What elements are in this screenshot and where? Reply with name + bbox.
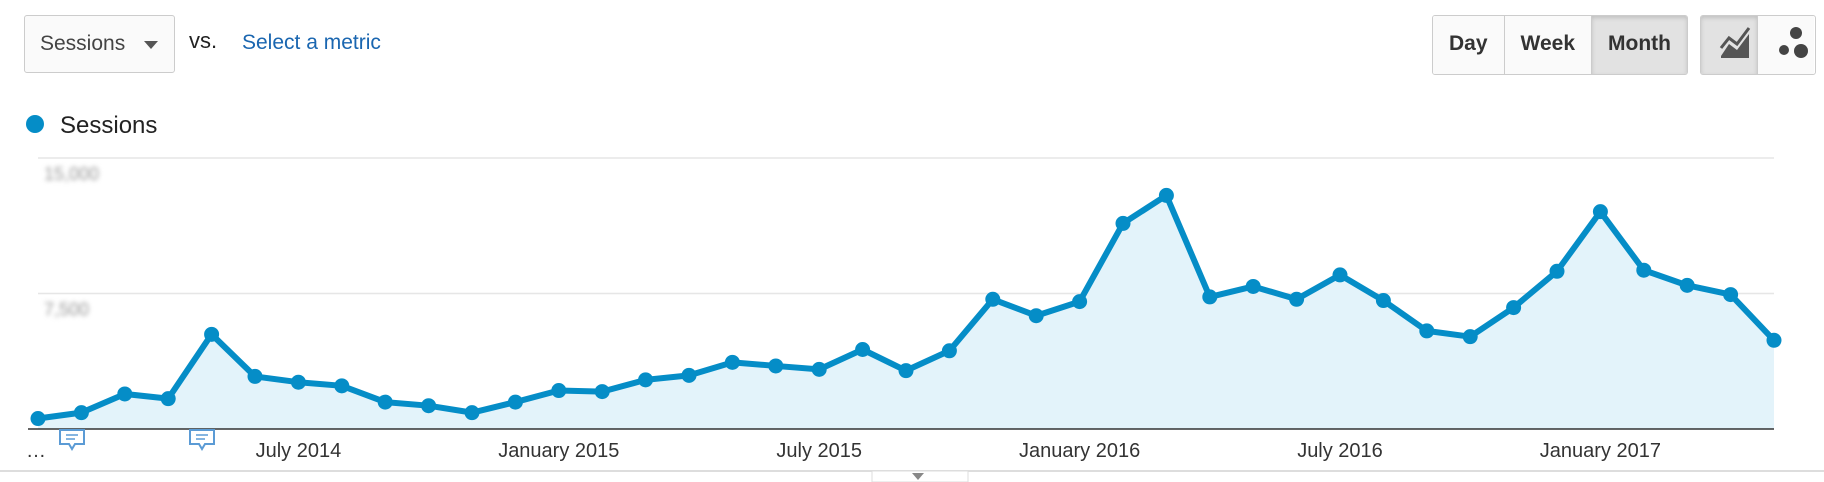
point <box>464 405 480 421</box>
y-tick-label: 7,500 <box>44 300 89 320</box>
bubble-icon <box>1779 27 1808 58</box>
point <box>1679 277 1695 293</box>
point <box>1462 329 1478 345</box>
expand-arrow <box>912 473 924 480</box>
point <box>1506 300 1522 316</box>
line-icon <box>1719 27 1751 58</box>
point <box>1766 332 1782 348</box>
period-buttons: Day Week Month <box>1432 15 1688 75</box>
point <box>1549 263 1565 279</box>
annotation-icon <box>59 429 85 451</box>
line-chart-button[interactable] <box>1701 16 1757 74</box>
point <box>1332 267 1348 283</box>
point <box>247 368 263 384</box>
point <box>1202 289 1218 305</box>
point <box>1028 308 1044 324</box>
point <box>941 343 957 359</box>
point <box>334 378 350 394</box>
point <box>1636 262 1652 278</box>
point <box>117 386 133 402</box>
point <box>1245 278 1261 294</box>
point <box>724 354 740 370</box>
point <box>1115 215 1131 231</box>
y-tick-label: 15,000 <box>44 164 99 184</box>
week-button[interactable]: Week <box>1503 16 1592 74</box>
point <box>681 367 697 383</box>
point <box>638 372 654 388</box>
chart-type-buttons <box>1700 15 1816 75</box>
legend-marker <box>26 115 44 133</box>
point <box>421 398 437 414</box>
x-tick-label: January 2017 <box>1540 440 1661 462</box>
point <box>30 411 46 427</box>
area <box>38 195 1774 429</box>
point <box>551 383 567 399</box>
point <box>377 394 393 410</box>
month-button[interactable]: Month <box>1591 16 1687 74</box>
legend-label: Sessions <box>60 112 157 139</box>
x-tick-label: January 2015 <box>498 440 619 462</box>
point <box>1289 291 1305 307</box>
point <box>768 358 784 374</box>
x-tick-label: July 2016 <box>1297 440 1383 462</box>
point <box>1723 287 1739 303</box>
point <box>1072 294 1088 310</box>
motion-chart-button[interactable] <box>1757 16 1814 74</box>
point <box>1419 323 1435 339</box>
point <box>811 361 827 377</box>
x-tick-label: January 2016 <box>1019 440 1140 462</box>
point <box>855 342 871 358</box>
vs-label: vs. <box>189 28 218 53</box>
point <box>594 384 610 400</box>
expand-tab <box>871 470 969 482</box>
point <box>290 374 306 390</box>
select-metric-link[interactable]: Select a metric <box>242 31 381 54</box>
annotation-icon <box>189 429 215 451</box>
point <box>160 391 176 407</box>
point <box>1375 293 1391 309</box>
point <box>1158 187 1174 203</box>
point <box>507 394 523 410</box>
x-tick-label: July 2014 <box>256 440 342 462</box>
point <box>204 326 220 342</box>
x-tick-label: … <box>26 440 46 462</box>
point <box>1592 204 1608 220</box>
point <box>898 363 914 379</box>
line <box>37 192 1777 422</box>
x-tick-label: July 2015 <box>776 440 862 462</box>
day-button[interactable]: Day <box>1433 16 1504 74</box>
metric-dropdown[interactable]: Sessions <box>24 15 175 73</box>
point <box>985 291 1001 307</box>
point <box>73 405 89 421</box>
